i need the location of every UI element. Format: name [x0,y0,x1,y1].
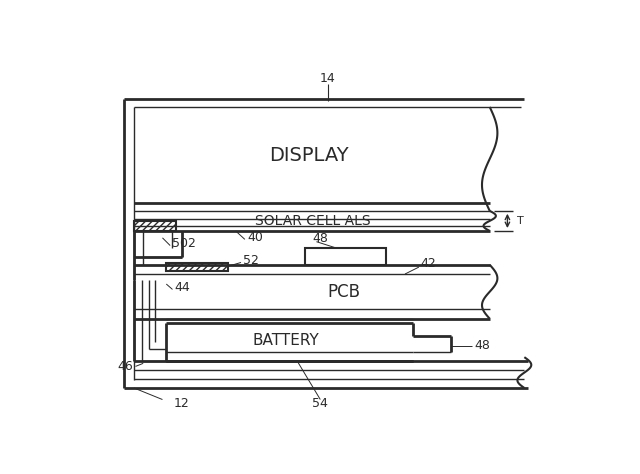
Bar [134,221,176,231]
Text: 14: 14 [320,72,336,85]
Text: SOLAR CELL ALS: SOLAR CELL ALS [255,214,371,228]
Text: 12: 12 [174,397,189,410]
Text: BATTERY: BATTERY [252,333,319,348]
Text: 44: 44 [174,282,189,294]
Text: 42: 42 [420,257,436,270]
Text: DISPLAY: DISPLAY [269,146,349,165]
Text: 48: 48 [474,339,490,352]
Bar [166,263,228,271]
Text: 40: 40 [247,231,263,244]
Bar [305,248,386,265]
Text: 46: 46 [118,360,133,373]
Text: 48: 48 [312,232,328,245]
Text: 54: 54 [312,397,328,410]
Text: 52: 52 [243,255,259,267]
Text: T: T [516,216,524,226]
Text: PCB: PCB [327,283,360,301]
Text: 502: 502 [172,237,196,250]
